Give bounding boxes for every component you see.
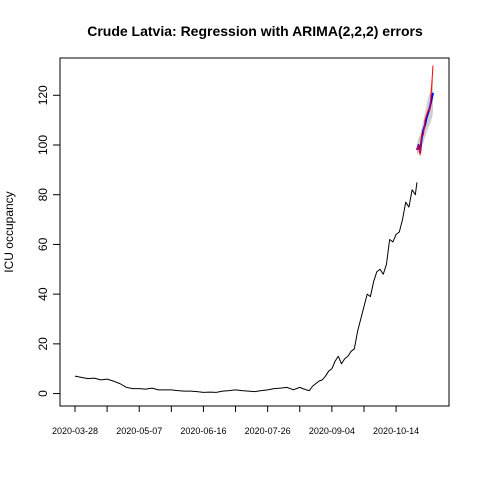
x-tick-label: 2020-09-04: [309, 426, 355, 436]
chart-title: Crude Latvia: Regression with ARIMA(2,2,…: [87, 23, 423, 39]
forecast-series-line: [416, 65, 434, 156]
x-axis: 2020-03-28 2020-05-07 2020-06-16 2020-07-26…: [52, 405, 419, 436]
y-tick-label: 100: [36, 135, 50, 155]
x-tick-label: 2020-05-07: [116, 426, 162, 436]
y-tick-label: 60: [36, 237, 50, 251]
x-tick-label: 2020-07-26: [245, 426, 291, 436]
x-tick-label: 2020-06-16: [180, 426, 226, 436]
y-axis: 0 20 40 60 80 100 120: [36, 85, 61, 397]
prediction-interval-band: [416, 77, 433, 155]
y-tick-label: 20: [36, 337, 50, 351]
observed-series-line: [74, 182, 418, 393]
y-tick-label: 120: [36, 85, 50, 105]
x-tick-label: 2020-03-28: [52, 426, 98, 436]
plot-frame: [59, 57, 450, 407]
y-axis-label: ICU occupancy: [2, 191, 16, 272]
y-tick-label: 0: [36, 390, 50, 397]
x-tick-label: 2020-10-14: [373, 426, 419, 436]
series-layer: [74, 65, 434, 393]
y-tick-label: 80: [36, 188, 50, 202]
y-tick-label: 40: [36, 287, 50, 301]
